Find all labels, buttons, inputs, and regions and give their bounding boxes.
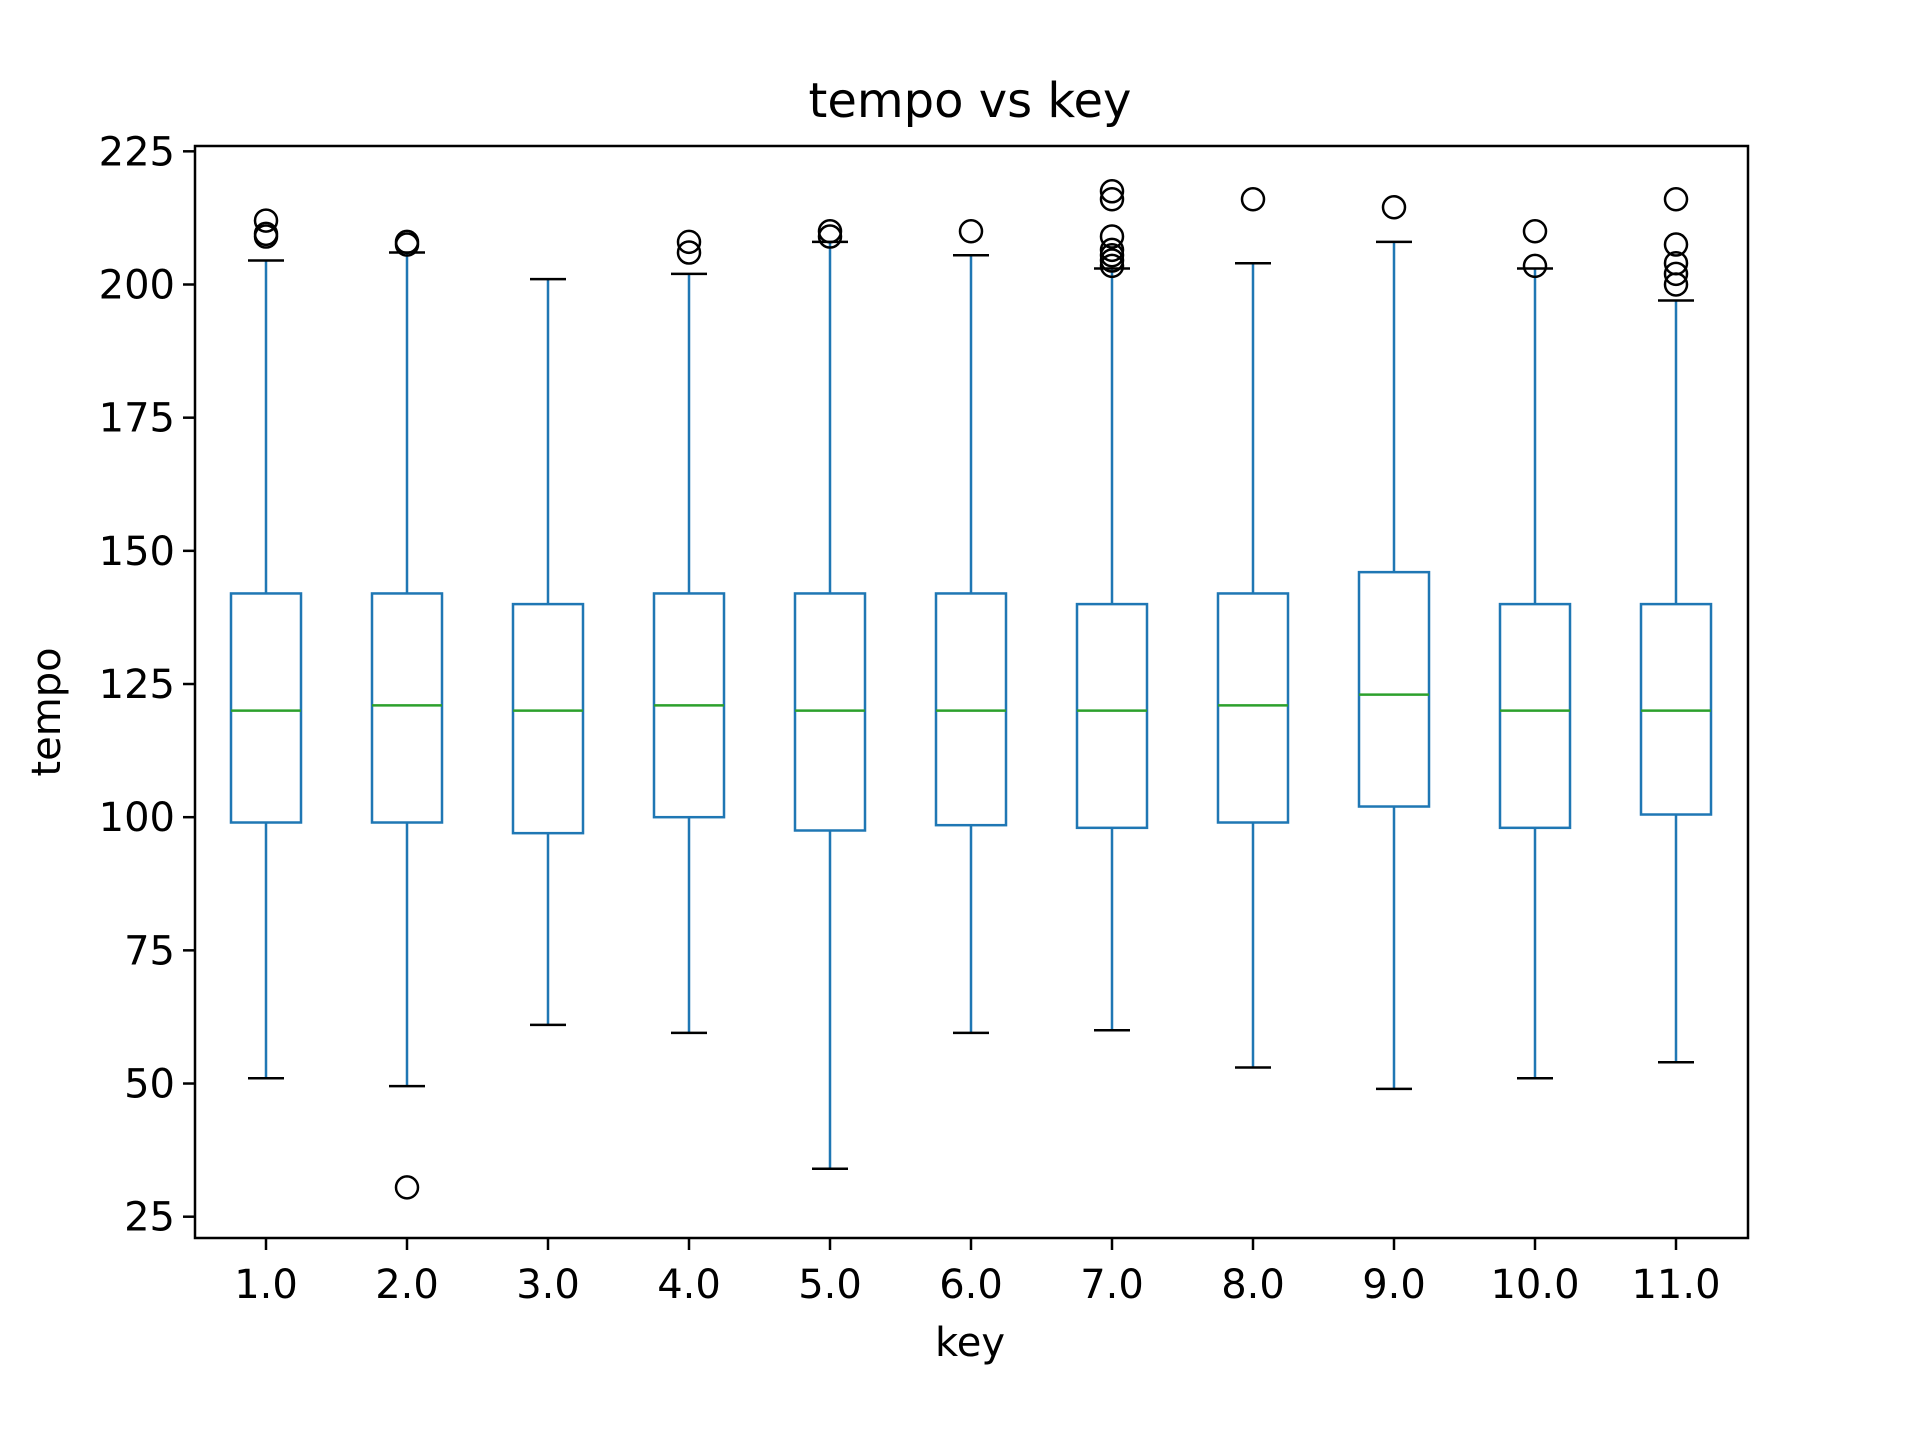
- outlier-point: [1663, 250, 1689, 276]
- y-tick-label: 100: [99, 795, 175, 841]
- x-tick-label: 8.0: [1221, 1262, 1285, 1308]
- y-tick-label: 225: [99, 129, 175, 175]
- y-tick-label: 25: [124, 1195, 175, 1241]
- box-group-3: [511, 277, 585, 1027]
- y-axis-label: tempo: [24, 647, 70, 776]
- outlier-point: [253, 221, 279, 247]
- box-group-9: [1357, 195, 1431, 1091]
- y-tick-label: 50: [124, 1062, 175, 1108]
- box-group-4: [652, 229, 726, 1035]
- plot-marks: [229, 179, 1713, 1200]
- iqr-box: [1357, 570, 1431, 808]
- x-tick-label: 9.0: [1362, 1262, 1426, 1308]
- outlier-point: [1381, 195, 1407, 220]
- outlier-point: [676, 229, 702, 255]
- outlier-point: [817, 218, 843, 244]
- iqr-box: [370, 592, 444, 824]
- x-axis-label: key: [935, 1320, 1005, 1366]
- y-tick-label: 150: [99, 529, 175, 575]
- box-group-1: [229, 208, 303, 1080]
- outlier-point: [253, 208, 279, 233]
- outlier-point: [1522, 218, 1548, 244]
- iqr-box: [934, 592, 1008, 827]
- iqr-box: [793, 592, 867, 832]
- outlier-point: [394, 1175, 420, 1200]
- outlier-point: [1099, 187, 1125, 212]
- outlier-point: [1099, 224, 1125, 249]
- iqr-box: [511, 602, 585, 835]
- outlier-point: [394, 229, 420, 255]
- outlier-point: [1099, 237, 1125, 263]
- x-tick-label: 5.0: [798, 1262, 862, 1308]
- iqr-box: [1075, 602, 1149, 830]
- y-tick-label: 75: [124, 928, 175, 974]
- y-axis: 25 50 75 100 125 150 175 200 225: [99, 129, 195, 1241]
- y-tick-label: 200: [99, 262, 175, 308]
- box-group-5: [793, 218, 867, 1171]
- x-tick-label: 10.0: [1490, 1262, 1579, 1308]
- outlier-point: [1240, 187, 1266, 212]
- x-tick-label: 7.0: [1080, 1262, 1144, 1308]
- iqr-box: [229, 592, 303, 824]
- outlier-point: [1663, 261, 1689, 287]
- iqr-box: [1498, 602, 1572, 830]
- box-group-10: [1498, 218, 1572, 1080]
- outlier-point: [1663, 187, 1689, 212]
- x-tick-label: 4.0: [657, 1262, 721, 1308]
- x-tick-label: 6.0: [939, 1262, 1003, 1308]
- box-group-6: [934, 218, 1008, 1035]
- outlier-point: [1663, 232, 1689, 257]
- outlier-point: [676, 240, 702, 265]
- chart-title: tempo vs key: [809, 73, 1132, 129]
- box-group-11: [1639, 187, 1713, 1064]
- y-tick-label: 125: [99, 662, 175, 708]
- box-group-7: [1075, 179, 1149, 1032]
- outlier-point: [1099, 179, 1125, 204]
- iqr-box: [1216, 592, 1290, 824]
- x-tick-label: 2.0: [375, 1262, 439, 1308]
- x-tick-label: 1.0: [234, 1262, 298, 1308]
- x-tick-label: 11.0: [1631, 1262, 1720, 1308]
- y-tick-label: 175: [99, 396, 175, 442]
- x-tick-label: 3.0: [516, 1262, 580, 1308]
- box-group-2: [370, 229, 444, 1200]
- iqr-box: [1639, 602, 1713, 816]
- outlier-point: [958, 218, 984, 244]
- box-group-8: [1216, 187, 1290, 1069]
- x-axis: 1.0 2.0 3.0 4.0 5.0 6.0 7.0 8.0 9.0 10.0 11.0: [234, 1238, 1721, 1308]
- outlier-point: [1522, 253, 1548, 279]
